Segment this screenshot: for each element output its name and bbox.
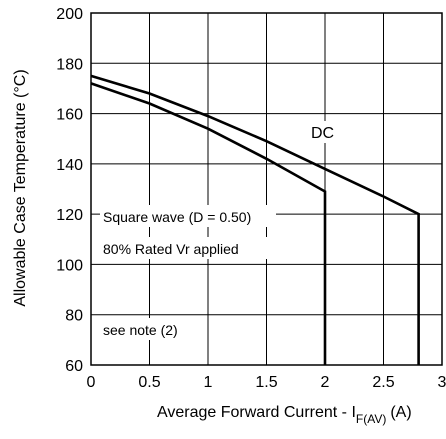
plot-frame — [90, 12, 443, 366]
x-tick-label: 1 — [204, 374, 213, 391]
x-tick-label: 0 — [87, 374, 96, 391]
y-tick-label: 180 — [56, 56, 83, 73]
annotation-note: see note (2) — [103, 322, 178, 338]
y-tick-label: 80 — [65, 308, 83, 325]
x-axis-label-unit: (A) — [390, 404, 411, 421]
annotation-square-wave: Square wave (D = 0.50) — [103, 209, 251, 225]
square-wave-label-bg — [100, 205, 276, 227]
annotation-dc: DC — [311, 125, 334, 142]
rated-label-bg — [100, 237, 268, 259]
x-tick-label: 1.5 — [255, 374, 277, 391]
y-tick-label: 140 — [56, 157, 83, 174]
x-axis-label: Average Forward Current - IF(AV) (A) — [157, 404, 412, 426]
y-axis-label: Allowable Case Temperature (°C) — [12, 69, 29, 306]
dc-label-bg — [308, 121, 350, 143]
x-tick-label: 2.5 — [372, 374, 394, 391]
y-tick-label: 60 — [65, 358, 83, 375]
series-square-wave-line — [90, 82, 327, 365]
x-tick-label: 0.5 — [138, 374, 160, 391]
y-tick-label: 120 — [56, 207, 83, 224]
y-tick-label: 200 — [56, 6, 83, 23]
y-tick-label: 100 — [56, 257, 83, 274]
annotation-rated: 80% Rated Vr applied — [103, 241, 239, 257]
note-label-bg — [100, 318, 200, 340]
series-dc-line — [90, 74, 420, 365]
x-axis-label-main: Average Forward Current - I — [157, 404, 356, 421]
x-tick-label: 2 — [321, 374, 330, 391]
y-tick-label: 160 — [56, 107, 83, 124]
x-axis-label-subscript: F(AV) — [356, 412, 386, 426]
x-tick-label: 3 — [438, 374, 446, 391]
